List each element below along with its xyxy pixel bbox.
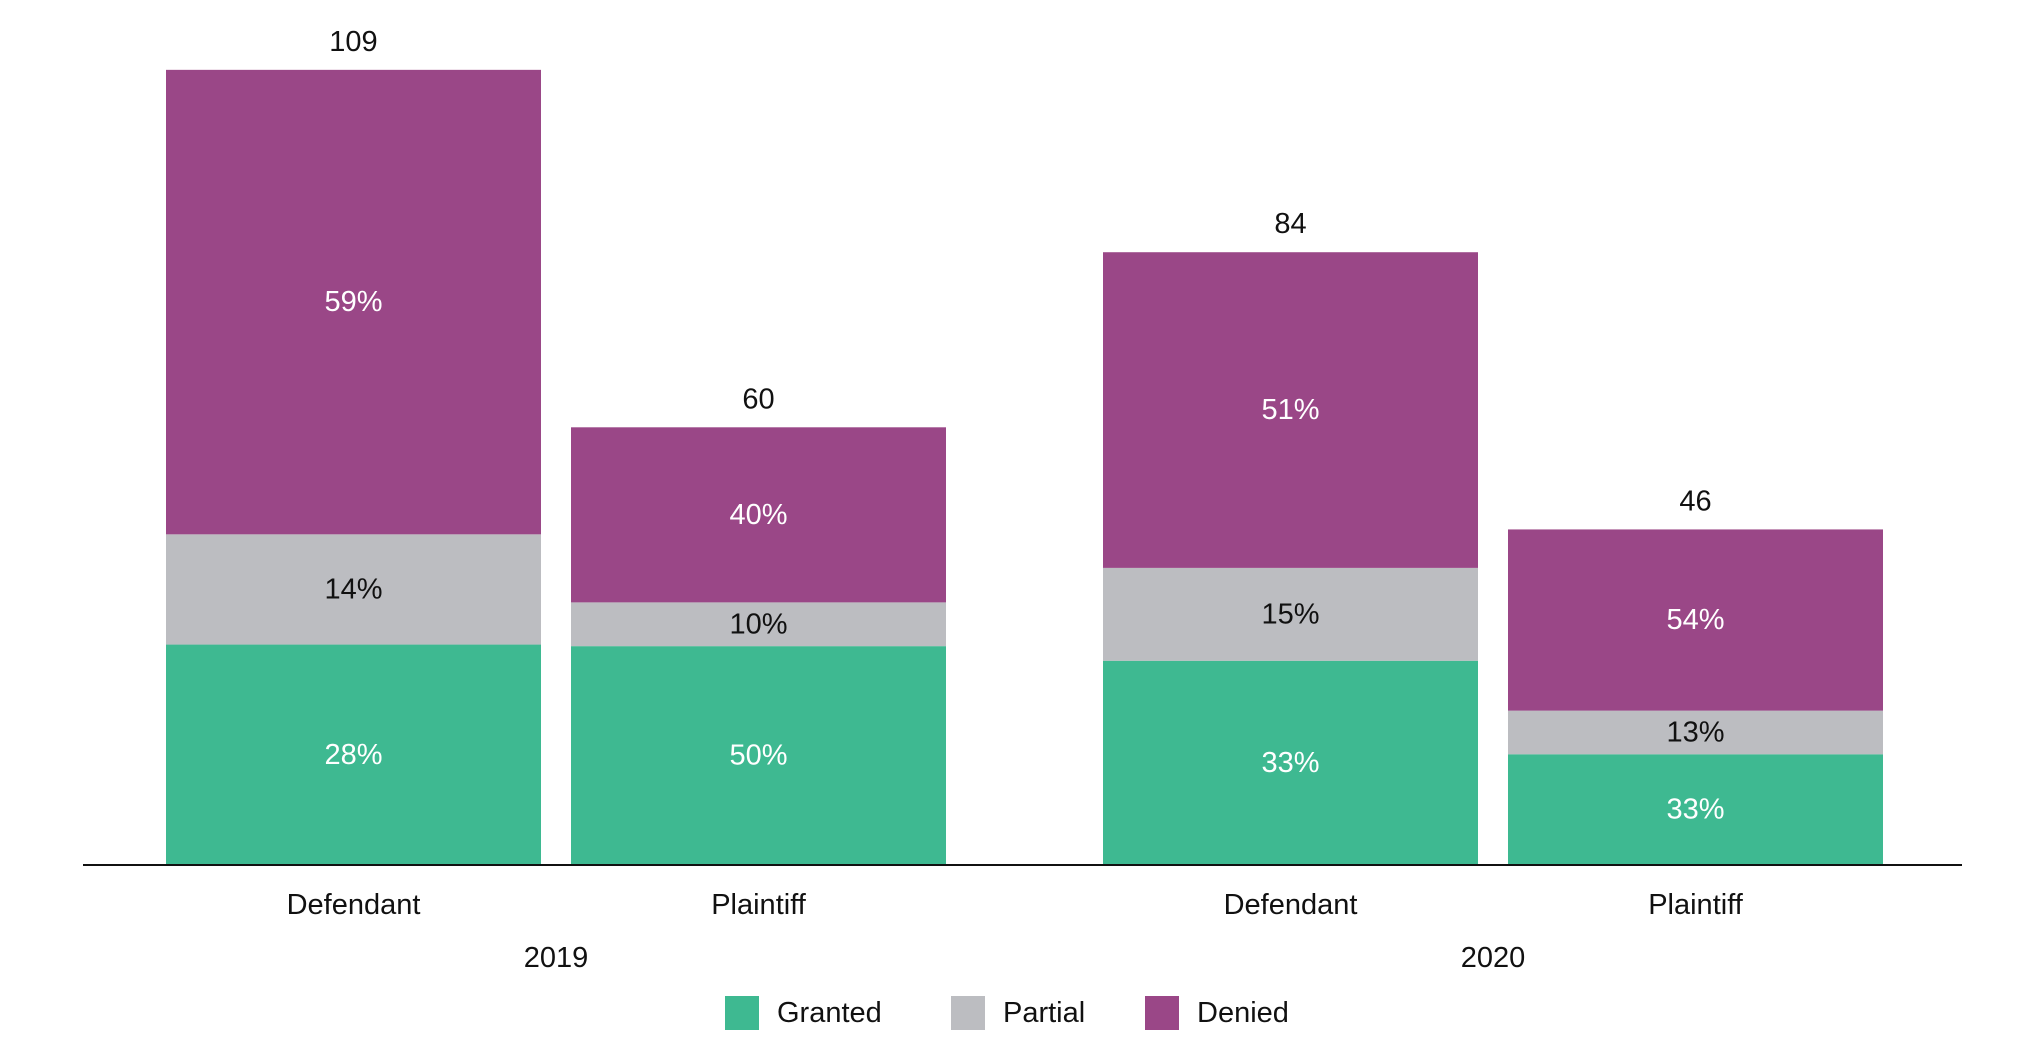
segment-label-partial-2020-defendant: 15% — [1261, 598, 1319, 630]
segment-label-granted-2020-plaintiff: 33% — [1666, 794, 1724, 826]
bar-total-label-2019-defendant: 109 — [329, 26, 377, 58]
category-label-2019-defendant: Defendant — [287, 889, 421, 921]
segment-label-partial-2020-plaintiff: 13% — [1666, 716, 1724, 748]
segment-label-granted-2020-defendant: 33% — [1261, 747, 1319, 779]
segment-label-granted-2019-defendant: 28% — [324, 739, 382, 771]
segment-label-denied-2019-plaintiff: 40% — [729, 499, 787, 531]
bar-total-label-2019-plaintiff: 60 — [742, 383, 774, 415]
legend-label-partial: Partial — [1003, 997, 1085, 1029]
bar-total-label-2020-defendant: 84 — [1274, 208, 1306, 240]
segment-label-denied-2019-defendant: 59% — [324, 286, 382, 318]
legend-swatch-granted — [725, 996, 759, 1030]
segment-label-granted-2019-plaintiff: 50% — [729, 740, 787, 772]
legend-swatch-denied — [1145, 996, 1179, 1030]
segment-label-denied-2020-plaintiff: 54% — [1666, 604, 1724, 636]
legend-swatch-partial — [951, 996, 985, 1030]
legend-label-denied: Denied — [1197, 997, 1289, 1029]
category-label-2020-plaintiff: Plaintiff — [1648, 889, 1744, 921]
bar-total-label-2020-plaintiff: 46 — [1679, 485, 1711, 517]
category-label-2020-defendant: Defendant — [1224, 889, 1358, 921]
legend-label-granted: Granted — [777, 997, 882, 1029]
segment-label-partial-2019-plaintiff: 10% — [729, 608, 787, 640]
segment-label-denied-2020-defendant: 51% — [1261, 394, 1319, 426]
segment-label-partial-2019-defendant: 14% — [324, 573, 382, 605]
group-label-2019: 2019 — [524, 942, 589, 974]
group-label-2020: 2020 — [1461, 942, 1526, 974]
category-label-2019-plaintiff: Plaintiff — [711, 889, 807, 921]
